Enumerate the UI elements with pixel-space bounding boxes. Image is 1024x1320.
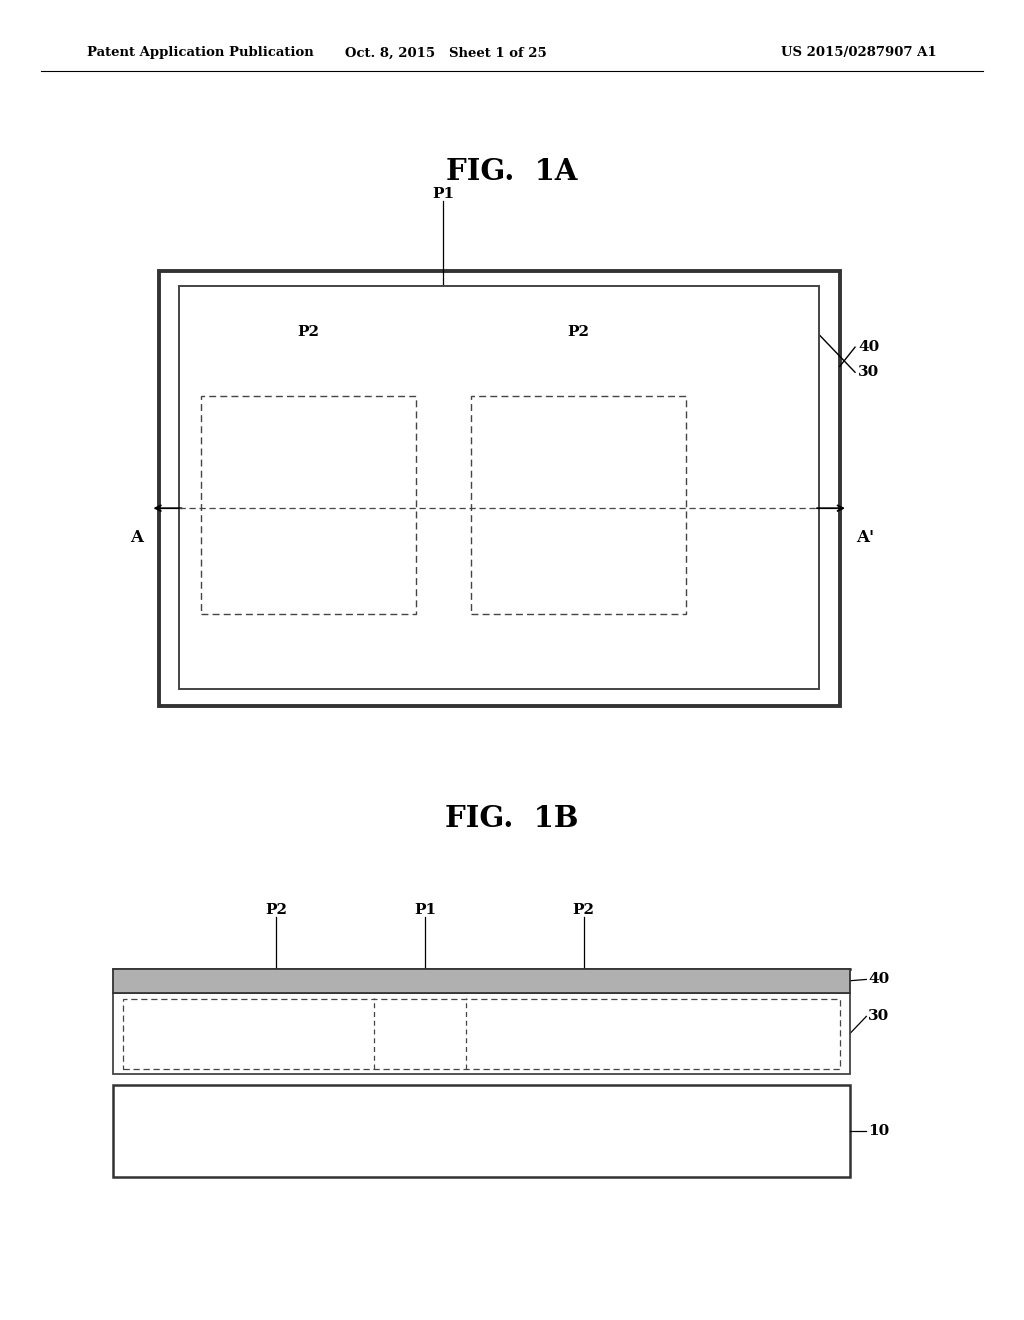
Text: 30: 30 — [858, 366, 880, 379]
Text: 30: 30 — [868, 1010, 890, 1023]
Text: P2: P2 — [265, 903, 288, 917]
Text: Patent Application Publication: Patent Application Publication — [87, 46, 313, 59]
Text: P2: P2 — [567, 325, 590, 339]
Text: P2: P2 — [297, 325, 319, 339]
Text: 40: 40 — [858, 341, 880, 354]
Text: A: A — [130, 529, 142, 545]
Text: Oct. 8, 2015   Sheet 1 of 25: Oct. 8, 2015 Sheet 1 of 25 — [344, 46, 547, 59]
Text: FIG.  1A: FIG. 1A — [446, 157, 578, 186]
Text: P1: P1 — [432, 186, 455, 201]
Bar — [471, 396, 686, 614]
Bar — [201, 396, 416, 614]
Bar — [113, 969, 850, 993]
Text: P2: P2 — [572, 903, 595, 917]
Bar — [179, 286, 819, 689]
Text: FIG.  1B: FIG. 1B — [445, 804, 579, 833]
Text: A': A' — [856, 529, 874, 545]
Text: P1: P1 — [414, 903, 436, 917]
Text: 40: 40 — [868, 973, 890, 986]
Bar — [113, 993, 850, 1074]
Text: US 2015/0287907 A1: US 2015/0287907 A1 — [781, 46, 937, 59]
Bar — [123, 999, 840, 1069]
Bar — [159, 271, 840, 706]
Bar — [113, 1085, 850, 1177]
Bar — [113, 969, 850, 993]
Text: 10: 10 — [868, 1125, 890, 1138]
